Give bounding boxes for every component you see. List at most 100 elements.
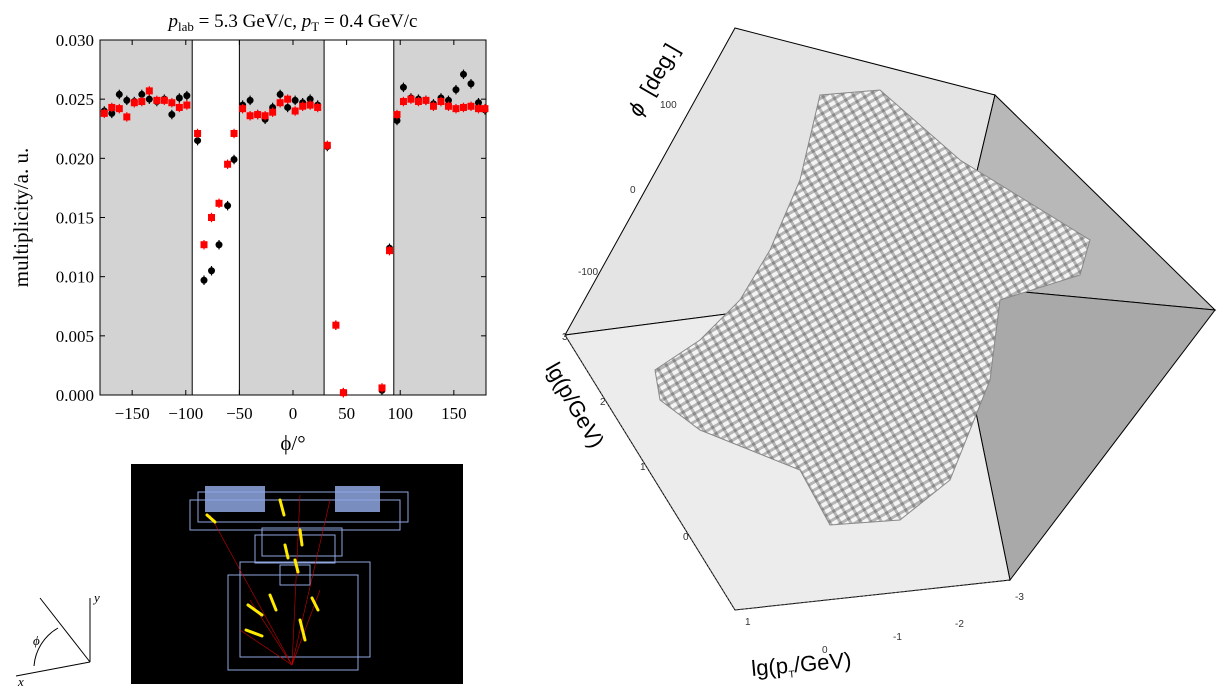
data-point (160, 96, 168, 104)
data-point (284, 95, 292, 103)
data-point (246, 96, 254, 104)
axis-tick-label: -1 (893, 632, 902, 643)
data-point (314, 103, 322, 111)
data-point (323, 141, 331, 149)
title-part: = 0.4 GeV/c (319, 11, 417, 32)
data-point (200, 241, 208, 249)
data-point (437, 98, 445, 106)
axis-tick-label: -100 (578, 267, 598, 278)
axis-tick-label: 0 (683, 532, 689, 543)
data-point (123, 113, 131, 121)
y-tick-label: 0.010 (56, 268, 94, 287)
data-point (138, 90, 146, 98)
y-tick-label: 0.005 (56, 327, 94, 346)
axis-tick-label: 3 (562, 332, 568, 343)
x-tick-label: −100 (168, 404, 203, 423)
data-point (291, 107, 299, 115)
data-point (200, 276, 208, 284)
acceptance-3d (564, 27, 1217, 611)
data-point (299, 102, 307, 110)
data-point (407, 95, 415, 103)
x-axis-label: ϕ/° (280, 431, 305, 455)
data-point (123, 96, 131, 104)
data-point (215, 241, 223, 249)
axis-label: y (92, 590, 100, 605)
title-part: lab (178, 19, 194, 34)
data-point (474, 99, 482, 107)
data-point (332, 321, 340, 329)
data-point (393, 111, 401, 119)
data-point (459, 70, 467, 78)
axis-tick-label: 100 (660, 100, 677, 111)
data-point (230, 129, 238, 137)
data-point (239, 105, 247, 113)
data-point (399, 98, 407, 106)
data-point (208, 214, 216, 221)
data-point (145, 95, 153, 103)
axis-tick-label: -3 (1015, 592, 1024, 603)
data-point (306, 95, 314, 103)
data-point (452, 105, 460, 113)
x-tick-label: −50 (226, 404, 253, 423)
y-tick-label: 0.020 (56, 149, 94, 168)
shaded-region (393, 40, 486, 395)
title-part: = 5.3 GeV/c, (194, 11, 302, 32)
data-point (459, 103, 467, 111)
axis-tick-label: 1 (745, 617, 751, 628)
x-tick-label: −150 (115, 404, 150, 423)
data-point (194, 129, 202, 137)
data-point (175, 94, 183, 102)
data-point (183, 101, 191, 109)
angle-arc (33, 627, 59, 667)
data-point (429, 102, 437, 110)
data-point (339, 389, 347, 397)
y-tick-label: 0.025 (56, 90, 94, 109)
axis-title: lg(pT/GeV) (750, 647, 852, 684)
data-point (444, 102, 452, 110)
data-point (115, 90, 123, 98)
data-point (108, 103, 116, 111)
data-point (276, 90, 284, 98)
data-point (276, 99, 284, 107)
data-point (115, 105, 123, 113)
data-point (168, 99, 176, 107)
data-point (452, 86, 460, 94)
axis-line (39, 597, 91, 663)
data-point (306, 101, 314, 109)
coordinate-sketch (15, 597, 91, 677)
title-part: T (311, 19, 319, 34)
data-point (261, 112, 269, 120)
data-point (224, 160, 232, 168)
data-point (481, 105, 489, 113)
data-point (138, 98, 146, 106)
axis-title-part: ϕ (623, 97, 651, 120)
data-point (183, 92, 191, 100)
data-point (130, 99, 138, 107)
data-point (284, 103, 292, 111)
title-part: p (300, 11, 312, 32)
axis-tick-label: 1 (640, 462, 646, 473)
data-point (467, 80, 475, 88)
title-part: p (167, 11, 179, 32)
data-point (153, 96, 161, 104)
data-point (474, 105, 482, 113)
data-point (386, 247, 393, 255)
data-point (269, 108, 277, 116)
data-point (168, 111, 176, 119)
data-point (100, 109, 108, 117)
data-point (378, 384, 386, 392)
data-point (194, 137, 202, 145)
data-point (414, 98, 422, 106)
y-tick-label: 0.030 (56, 31, 94, 50)
axis-title-part: [deg.] (635, 39, 684, 99)
axis-title-part: lg(p (750, 653, 789, 681)
axis-line (15, 661, 91, 677)
axis-tick-label: -2 (955, 619, 964, 630)
axis-tick-label: 2 (600, 397, 606, 408)
axis-tick-label: 0 (822, 645, 828, 656)
data-point (444, 96, 452, 104)
data-point (215, 199, 223, 207)
x-tick-label: 100 (387, 404, 413, 423)
y-tick-label: 0.015 (56, 209, 94, 228)
